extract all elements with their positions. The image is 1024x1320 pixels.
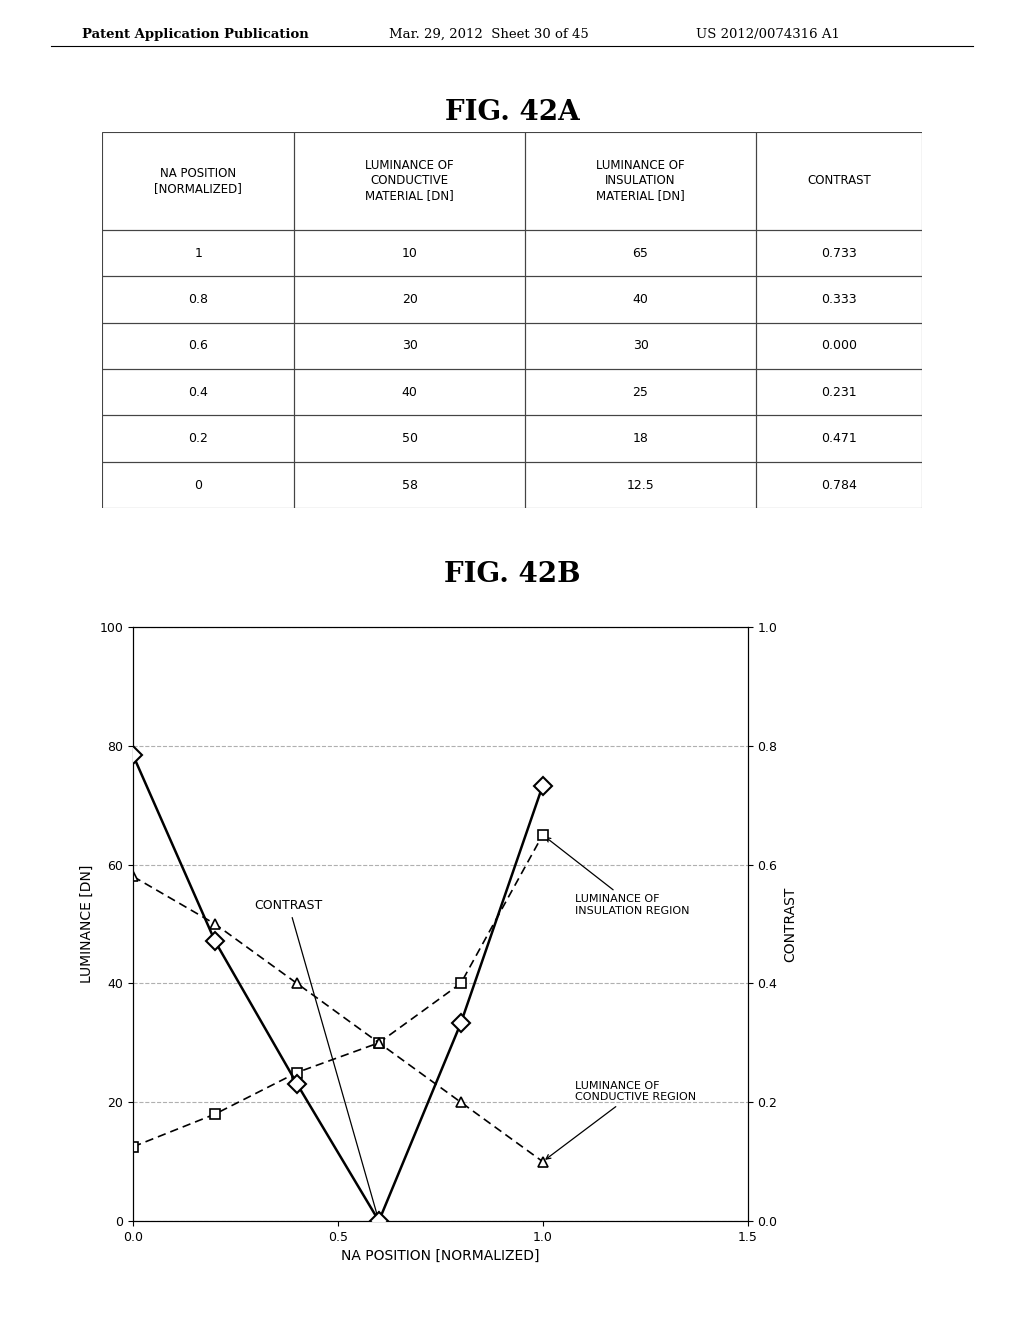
Bar: [294, 230, 525, 276]
Bar: [102, 230, 294, 276]
Text: 30: 30: [401, 339, 418, 352]
Bar: [102, 416, 294, 462]
Bar: [756, 230, 922, 276]
Text: 0.6: 0.6: [188, 339, 208, 352]
Text: 40: 40: [633, 293, 648, 306]
Text: 0.4: 0.4: [188, 385, 208, 399]
Y-axis label: LUMINANCE [DN]: LUMINANCE [DN]: [80, 865, 94, 983]
Bar: [102, 370, 294, 416]
Text: 0.000: 0.000: [821, 339, 857, 352]
Text: 0.784: 0.784: [821, 479, 857, 491]
Text: NA POSITION
[NORMALIZED]: NA POSITION [NORMALIZED]: [155, 166, 243, 195]
Bar: [525, 276, 756, 322]
Bar: [102, 132, 294, 230]
Text: 25: 25: [633, 385, 648, 399]
Text: 0.8: 0.8: [188, 293, 208, 306]
Text: 0.471: 0.471: [821, 432, 857, 445]
Text: LUMINANCE OF
CONDUCTIVE REGION: LUMINANCE OF CONDUCTIVE REGION: [546, 1081, 696, 1159]
Text: 0.733: 0.733: [821, 247, 857, 260]
Text: FIG. 42A: FIG. 42A: [444, 99, 580, 125]
Text: 0: 0: [195, 479, 203, 491]
Text: 12.5: 12.5: [627, 479, 654, 491]
Text: LUMINANCE OF
INSULATION REGION: LUMINANCE OF INSULATION REGION: [546, 837, 690, 916]
Bar: [525, 416, 756, 462]
Text: 20: 20: [401, 293, 418, 306]
Bar: [294, 462, 525, 508]
Text: 0.2: 0.2: [188, 432, 208, 445]
Text: 65: 65: [633, 247, 648, 260]
Bar: [294, 132, 525, 230]
Bar: [525, 462, 756, 508]
Text: CONTRAST: CONTRAST: [807, 174, 870, 187]
Bar: [102, 276, 294, 322]
Bar: [525, 132, 756, 230]
Bar: [756, 276, 922, 322]
Bar: [525, 370, 756, 416]
Bar: [294, 322, 525, 370]
Text: CONTRAST: CONTRAST: [255, 899, 379, 1217]
Text: US 2012/0074316 A1: US 2012/0074316 A1: [696, 28, 841, 41]
Bar: [756, 416, 922, 462]
Text: 50: 50: [401, 432, 418, 445]
X-axis label: NA POSITION [NORMALIZED]: NA POSITION [NORMALIZED]: [341, 1249, 540, 1263]
Bar: [756, 132, 922, 230]
Text: Patent Application Publication: Patent Application Publication: [82, 28, 308, 41]
Bar: [294, 416, 525, 462]
Text: FIG. 42B: FIG. 42B: [443, 561, 581, 587]
Bar: [294, 276, 525, 322]
Bar: [756, 322, 922, 370]
Text: 0.333: 0.333: [821, 293, 857, 306]
Bar: [756, 462, 922, 508]
Text: 40: 40: [401, 385, 418, 399]
Text: 18: 18: [633, 432, 648, 445]
Text: Mar. 29, 2012  Sheet 30 of 45: Mar. 29, 2012 Sheet 30 of 45: [389, 28, 589, 41]
Text: 1: 1: [195, 247, 202, 260]
Bar: [294, 370, 525, 416]
Y-axis label: CONTRAST: CONTRAST: [782, 886, 797, 962]
Text: LUMINANCE OF
INSULATION
MATERIAL [DN]: LUMINANCE OF INSULATION MATERIAL [DN]: [596, 160, 685, 202]
Text: 58: 58: [401, 479, 418, 491]
Text: 0.231: 0.231: [821, 385, 857, 399]
Text: LUMINANCE OF
CONDUCTIVE
MATERIAL [DN]: LUMINANCE OF CONDUCTIVE MATERIAL [DN]: [366, 160, 454, 202]
Bar: [525, 322, 756, 370]
Bar: [102, 322, 294, 370]
Text: 30: 30: [633, 339, 648, 352]
Bar: [756, 370, 922, 416]
Bar: [525, 230, 756, 276]
Text: 10: 10: [401, 247, 418, 260]
Bar: [102, 462, 294, 508]
